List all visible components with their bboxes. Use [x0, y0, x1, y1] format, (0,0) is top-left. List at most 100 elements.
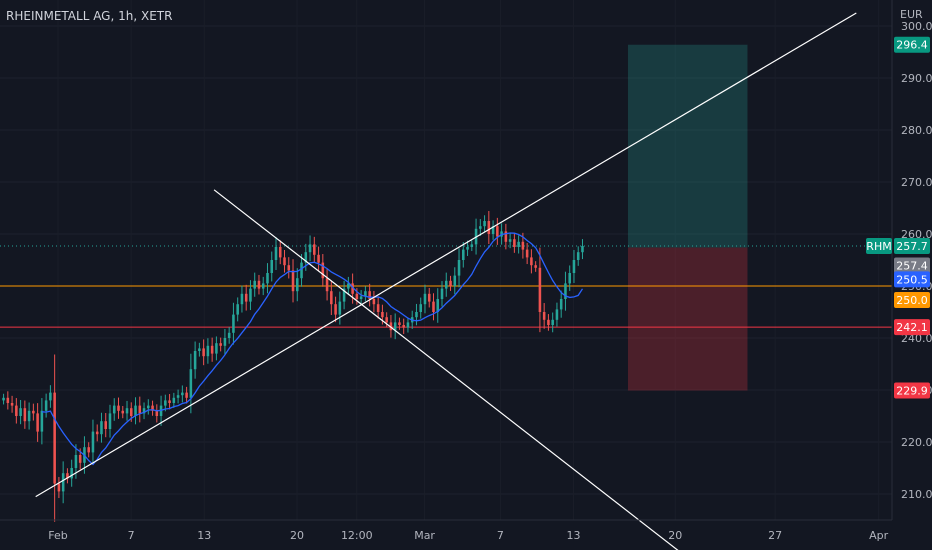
- candle-body: [351, 283, 354, 294]
- candle-body: [151, 405, 154, 411]
- candle-body: [538, 267, 542, 312]
- grid: [0, 25, 892, 495]
- candle-body: [368, 291, 371, 299]
- candle-body: [185, 392, 188, 398]
- target-zone: [627, 44, 748, 248]
- candle-body: [32, 410, 35, 414]
- candle-body: [53, 392, 56, 484]
- time-tick-label: 27: [768, 529, 782, 542]
- candle-body: [2, 397, 5, 401]
- candle-body: [304, 252, 308, 263]
- price-tag-box: [894, 271, 930, 288]
- candle-body: [581, 245, 584, 253]
- candle-body: [291, 270, 295, 292]
- price-tick-label: 300.0: [901, 20, 932, 33]
- price-tag-box: [894, 36, 930, 53]
- candle-body: [342, 288, 346, 302]
- candle-body: [568, 273, 571, 284]
- candle-body: [10, 403, 14, 406]
- candle-body: [555, 309, 559, 320]
- moving-average: [41, 232, 584, 466]
- candle-body: [321, 262, 325, 279]
- candle-body: [147, 405, 150, 409]
- candle-body: [330, 291, 333, 305]
- candle-body: [359, 296, 363, 299]
- candle-body: [513, 239, 516, 247]
- candle-body: [287, 265, 291, 271]
- candle-body: [36, 413, 39, 432]
- price-tag-label: 229.9: [896, 385, 928, 398]
- candle-body: [117, 405, 120, 411]
- candle-body: [389, 322, 393, 331]
- candle-body: [491, 226, 495, 234]
- price-tag-box: [894, 257, 930, 274]
- candle-body: [576, 252, 580, 260]
- candle-body: [385, 317, 388, 323]
- candle-body: [240, 293, 244, 305]
- candle-body: [232, 314, 235, 333]
- candle-body: [253, 280, 256, 289]
- candle-body: [483, 221, 486, 227]
- price-tag-box: [894, 292, 930, 308]
- candle-body: [313, 244, 316, 255]
- candle-body: [44, 400, 48, 411]
- candle-body: [449, 280, 452, 286]
- candle-body: [108, 413, 112, 429]
- candle-body: [296, 278, 299, 292]
- candle-body: [559, 299, 563, 310]
- price-tick-label: 240.0: [901, 332, 932, 345]
- candle-body: [372, 299, 376, 305]
- candle-body: [227, 332, 231, 338]
- candle-body: [504, 231, 508, 242]
- candle-body: [534, 265, 537, 268]
- candle-body: [261, 283, 265, 289]
- candles: [2, 210, 584, 522]
- candle-body: [487, 221, 491, 234]
- time-tick-label: 12:00: [341, 529, 373, 542]
- candle-body: [300, 262, 303, 279]
- candle-body: [74, 455, 78, 468]
- candle-body: [334, 304, 337, 315]
- symbol-tag-box: [866, 237, 892, 254]
- candle-body: [542, 312, 546, 320]
- candle-body: [176, 395, 180, 398]
- candle-body: [95, 431, 99, 435]
- candle-body: [223, 338, 227, 346]
- candle-body: [436, 299, 440, 312]
- price-tag-label: 250.5: [896, 273, 928, 286]
- candle-body: [121, 410, 125, 414]
- candle-body: [266, 273, 269, 284]
- price-tick-label: 260.0: [901, 228, 932, 241]
- candle-body: [355, 293, 359, 299]
- candle-body: [278, 247, 282, 258]
- candle-body: [6, 397, 10, 403]
- candle-body: [517, 241, 520, 247]
- time-tick-label: 13: [567, 529, 581, 542]
- candle-body: [125, 408, 129, 414]
- time-axis[interactable]: Feb 7 13 20 12:00 Mar 7 13 20 27 Apr: [48, 529, 888, 542]
- price-tick-label: 210.0: [901, 488, 932, 501]
- candle-body: [181, 392, 184, 396]
- candle-body: [172, 397, 176, 403]
- price-tag-box: [894, 237, 930, 254]
- position-zones: [627, 44, 748, 391]
- time-tick-label: 20: [668, 529, 682, 542]
- candle-body: [423, 293, 427, 305]
- candle-body: [66, 473, 69, 479]
- candle-body: [112, 405, 116, 414]
- time-tick-label: Apr: [869, 529, 889, 542]
- candle-body: [317, 254, 320, 263]
- ma-line: [41, 232, 584, 466]
- price-tag-box: [894, 382, 930, 399]
- candle-body: [564, 283, 567, 299]
- candle-body: [61, 473, 65, 492]
- candle-body: [283, 257, 286, 266]
- price-tick-label: 290.0: [901, 72, 932, 85]
- candle-body: [189, 369, 193, 398]
- candle-body: [393, 322, 397, 331]
- candle-body: [381, 312, 384, 318]
- candle-body: [219, 343, 222, 346]
- candle-body: [364, 291, 367, 297]
